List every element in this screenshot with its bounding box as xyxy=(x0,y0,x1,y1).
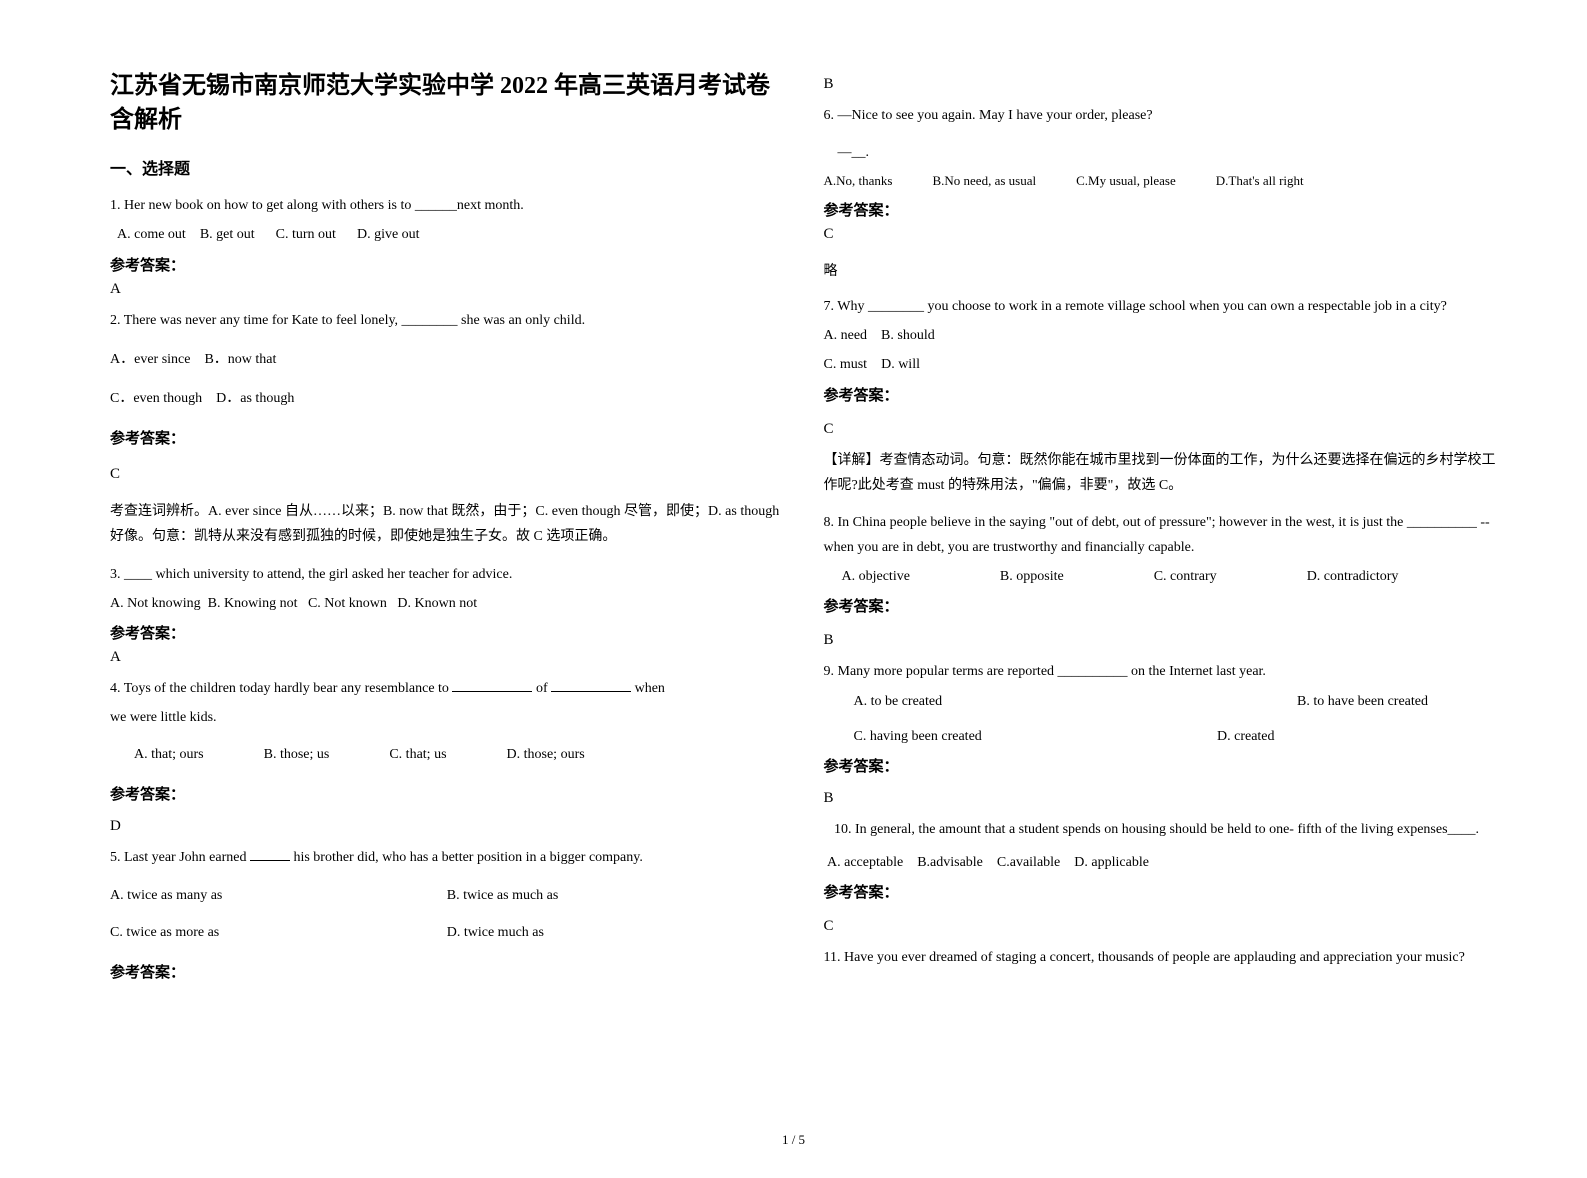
exam-title: 江苏省无锡市南京师范大学实验中学 2022 年高三英语月考试卷含解析 xyxy=(110,70,784,137)
q10-options: A. acceptable B.advisable C.available D.… xyxy=(824,850,1498,875)
q10-opt-a: A. acceptable xyxy=(827,855,903,870)
q8-ans-label: 参考答案： xyxy=(824,595,1498,616)
q6-opt-b: B.No need, as usual xyxy=(932,169,1036,192)
q1-opt-b: B. get out xyxy=(200,227,255,242)
q3-opt-c: C. Not known xyxy=(308,596,387,611)
q7-opts-row1: A. need B. should xyxy=(824,323,1498,348)
q2-opt-d: D．as though xyxy=(216,391,294,406)
q2-text: 2. There was never any time for Kate to … xyxy=(110,308,784,333)
q7-ans-label: 参考答案： xyxy=(824,384,1498,405)
q6-opt-c: C.My usual, please xyxy=(1076,169,1176,192)
q7-opt-b: B. should xyxy=(881,328,935,343)
left-column: 江苏省无锡市南京师范大学实验中学 2022 年高三英语月考试卷含解析 一、选择题… xyxy=(90,70,804,1082)
q9-opts-row2: C. having been created D. created xyxy=(824,724,1498,749)
q5-opts-row1: A. twice as many as B. twice as much as xyxy=(110,883,784,908)
q8-ans: B xyxy=(824,632,1498,649)
q10-ans-label: 参考答案： xyxy=(824,881,1498,902)
q3-text: 3. ____ which university to attend, the … xyxy=(110,562,784,587)
q1-opt-d: D. give out xyxy=(357,227,420,242)
q1-opt-a: A. come out xyxy=(117,227,186,242)
right-column: B 6. —Nice to see you again. May I have … xyxy=(804,70,1518,1082)
q2-explanation: 考查连词辨析。A. ever since 自从……以来；B. now that … xyxy=(110,499,784,549)
q9-text: 9. Many more popular terms are reported … xyxy=(824,659,1498,684)
q2-opts-row2: C．even though D．as though xyxy=(110,386,784,411)
q5-ans: B xyxy=(824,76,1498,93)
q6-text: 6. —Nice to see you again. May I have yo… xyxy=(824,103,1498,128)
q2-opt-b: B．now that xyxy=(204,352,276,367)
q9-opt-b: B. to have been created xyxy=(1297,689,1497,714)
q6-opt-a: A.No, thanks xyxy=(824,169,893,192)
q4-opt-a: A. that; ours xyxy=(134,742,204,767)
q8-opt-a: A. objective xyxy=(842,564,910,589)
page-footer: 1 / 5 xyxy=(0,1122,1587,1178)
q4-ans: D xyxy=(110,818,784,835)
q2-ans-label: 参考答案： xyxy=(110,427,784,448)
q8-options: A. objective B. opposite C. contrary D. … xyxy=(824,564,1498,589)
q3-ans-label: 参考答案： xyxy=(110,622,784,643)
q7-explanation: 【详解】考查情态动词。句意：既然你能在城市里找到一份体面的工作，为什么还要选择在… xyxy=(824,448,1498,498)
q1-ans: A xyxy=(110,281,784,298)
q1-text: 1. Her new book on how to get along with… xyxy=(110,193,784,218)
q4-opt-b: B. those; us xyxy=(264,742,330,767)
q7-opt-c: C. must xyxy=(824,357,868,372)
q5-opt-c: C. twice as more as xyxy=(110,920,447,945)
q5-opts-row2: C. twice as more as D. twice much as xyxy=(110,920,784,945)
q2-opts-row1: A．ever since B．now that xyxy=(110,347,784,372)
q9-opts-row1: A. to be created B. to have been created xyxy=(824,689,1498,714)
q7-opts-row2: C. must D. will xyxy=(824,352,1498,377)
q6-ans: C xyxy=(824,226,1498,243)
q9-opt-d: D. created xyxy=(1217,724,1497,749)
q11-text: 11. Have you ever dreamed of staging a c… xyxy=(824,945,1498,970)
q4-text2: we were little kids. xyxy=(110,705,784,730)
q9-opt-c: C. having been created xyxy=(854,724,1218,749)
section-heading: 一、选择题 xyxy=(110,155,784,179)
q6-note: 略 xyxy=(824,259,1498,284)
q10-text: 10. In general, the amount that a studen… xyxy=(824,817,1498,842)
q10-opt-c: C.available xyxy=(997,855,1060,870)
q5-ans-label: 参考答案： xyxy=(110,961,784,982)
q5-text: 5. Last year John earned his brother did… xyxy=(110,845,784,870)
q7-ans: C xyxy=(824,421,1498,438)
q5-opt-b: B. twice as much as xyxy=(447,883,784,908)
q8-opt-b: B. opposite xyxy=(1000,564,1064,589)
q4-options: A. that; ours B. those; us C. that; us D… xyxy=(110,742,784,767)
q6-opt-d: D.That's all right xyxy=(1216,169,1304,192)
q9-ans: B xyxy=(824,790,1498,807)
q10-ans: C xyxy=(824,918,1498,935)
q9-ans-label: 参考答案： xyxy=(824,755,1498,776)
q3-ans: A xyxy=(110,649,784,666)
q5-opt-a: A. twice as many as xyxy=(110,883,447,908)
q1-opt-c: C. turn out xyxy=(276,227,336,242)
q3-opt-a: A. Not knowing xyxy=(110,596,201,611)
q7-text: 7. Why ________ you choose to work in a … xyxy=(824,294,1498,319)
q4-text: 4. Toys of the children today hardly bea… xyxy=(110,676,784,701)
q6-text2: —__. xyxy=(824,140,1498,165)
q8-opt-d: D. contradictory xyxy=(1307,564,1399,589)
q1-options: A. come out B. get out C. turn out D. gi… xyxy=(110,222,784,247)
q2-opt-c: C．even though xyxy=(110,391,202,406)
q7-opt-a: A. need xyxy=(824,328,868,343)
q10-opt-b: B.advisable xyxy=(917,855,983,870)
q3-options: A. Not knowing B. Knowing not C. Not kno… xyxy=(110,591,784,616)
q9-opt-a: A. to be created xyxy=(854,689,1298,714)
q8-opt-c: C. contrary xyxy=(1154,564,1217,589)
q1-ans-label: 参考答案： xyxy=(110,254,784,275)
q3-opt-d: D. Known not xyxy=(397,596,477,611)
q4-opt-c: C. that; us xyxy=(389,742,446,767)
q2-opt-a: A．ever since xyxy=(110,352,190,367)
q4-opt-d: D. those; ours xyxy=(507,742,585,767)
q7-opt-d: D. will xyxy=(881,357,920,372)
q8-text: 8. In China people believe in the saying… xyxy=(824,510,1498,560)
q6-ans-label: 参考答案： xyxy=(824,199,1498,220)
q2-ans: C xyxy=(110,466,784,483)
q5-opt-d: D. twice much as xyxy=(447,920,784,945)
q4-ans-label: 参考答案： xyxy=(110,783,784,804)
q6-options: A.No, thanks B.No need, as usual C.My us… xyxy=(824,169,1498,192)
q10-opt-d: D. applicable xyxy=(1074,855,1149,870)
q3-opt-b: B. Knowing not xyxy=(208,596,298,611)
